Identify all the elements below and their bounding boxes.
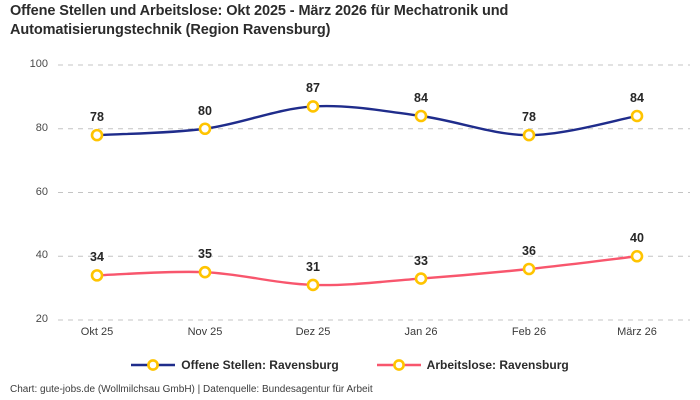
x-axis-tick-label: Dez 25	[295, 326, 331, 338]
data-point-marker[interactable]	[90, 128, 104, 142]
data-point-value-label: 80	[198, 103, 212, 118]
x-axis-tick-label: Nov 25	[187, 326, 223, 338]
data-point-value-label: 31	[306, 259, 320, 274]
data-point-marker[interactable]	[198, 265, 212, 279]
chart-title: Offene Stellen und Arbeitslose: Okt 2025…	[10, 3, 509, 38]
data-point-value-label: 34	[90, 250, 104, 265]
chart-legend: Offene Stellen: Ravensburg Arbeitslose: R…	[0, 358, 700, 372]
data-point-marker[interactable]	[414, 109, 428, 123]
plot-area	[58, 64, 690, 321]
data-point-value-label: 78	[522, 110, 536, 125]
series-line-1	[95, 255, 639, 287]
data-point-marker[interactable]	[306, 100, 320, 113]
data-point-marker[interactable]	[306, 278, 320, 292]
footer-source-note: Chart: gute-jobs.de (Wollmilchsau GmbH) …	[10, 384, 373, 395]
data-point-marker[interactable]	[630, 249, 644, 263]
y-axis-tick-label: 80	[35, 121, 48, 134]
legend-label: Arbeitslose: Ravensburg	[426, 358, 569, 372]
data-point-marker[interactable]	[522, 128, 536, 142]
data-point-value-label: 36	[522, 244, 536, 258]
x-axis-tick-label: Okt 25	[80, 326, 114, 338]
legend-swatch-icon	[131, 359, 176, 371]
data-point-marker[interactable]	[522, 262, 536, 276]
data-point-value-label: 84	[414, 91, 428, 105]
data-point-value-label: 78	[90, 110, 104, 125]
data-point-marker[interactable]	[90, 269, 104, 282]
x-axis-tick-label: März 26	[617, 326, 657, 338]
data-point-value-label: 84	[630, 91, 644, 105]
data-point-marker[interactable]	[198, 122, 212, 136]
legend-item[interactable]: Arbeitslose: Ravensburg	[376, 358, 569, 372]
data-point-value-label: 87	[306, 81, 320, 96]
y-axis-tick-label: 20	[35, 313, 48, 325]
data-point-value-label: 33	[414, 253, 428, 268]
y-axis-tick-label: 100	[29, 58, 48, 70]
data-point-value-label: 35	[198, 247, 212, 262]
legend-item[interactable]: Offene Stellen: Ravensburg	[131, 358, 339, 372]
series-line-0	[95, 104, 639, 137]
legend-swatch-icon	[376, 359, 421, 371]
legend-label: Offene Stellen: Ravensburg	[181, 358, 339, 372]
y-axis-tick-label: 40	[35, 249, 48, 262]
y-axis-tick-label: 60	[35, 185, 48, 198]
x-axis-tick-label: Jan 26	[404, 326, 438, 338]
data-point-marker[interactable]	[414, 272, 428, 285]
data-point-marker[interactable]	[630, 109, 644, 123]
data-point-value-label: 40	[630, 231, 644, 246]
x-axis-tick-label: Feb 26	[511, 326, 547, 338]
